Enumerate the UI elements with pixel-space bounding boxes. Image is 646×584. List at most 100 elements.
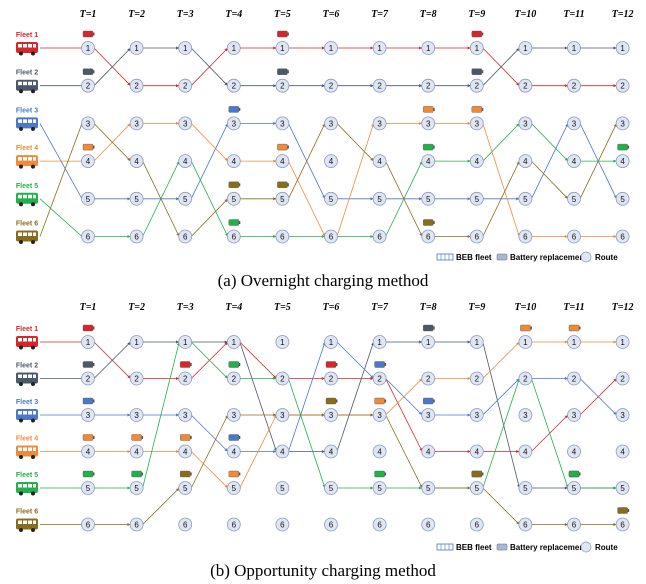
route-node-label: 4 bbox=[232, 448, 237, 457]
route-node-circle bbox=[275, 154, 290, 169]
route-node-circle bbox=[81, 444, 95, 459]
route-node: 1 bbox=[178, 41, 193, 55]
route-node: 5 bbox=[324, 191, 338, 206]
battery-marker-tip bbox=[238, 363, 241, 366]
route-edge bbox=[288, 341, 326, 452]
route-edge bbox=[190, 414, 229, 489]
route-node: 5 bbox=[518, 191, 533, 206]
battery-marker-tip bbox=[238, 436, 241, 439]
route-edge-arrow bbox=[127, 449, 131, 454]
route-node-label: 5 bbox=[475, 195, 480, 204]
time-label: T=1 bbox=[80, 302, 97, 313]
route-node-label: 6 bbox=[377, 521, 382, 530]
battery-marker bbox=[82, 68, 94, 75]
bus-icon bbox=[16, 230, 38, 244]
route-edge bbox=[482, 487, 520, 525]
time-label: T=11 bbox=[563, 302, 584, 313]
route-node: 3 bbox=[324, 116, 338, 131]
route-node-label: 1 bbox=[377, 338, 382, 347]
route-edge bbox=[482, 378, 520, 416]
battery-marker-tip bbox=[287, 145, 289, 149]
battery-marker-tip bbox=[481, 107, 484, 111]
route-node-circle bbox=[615, 229, 630, 244]
route-edge-arrow bbox=[419, 340, 423, 344]
battery-marker-tip bbox=[287, 183, 289, 187]
route-node-circle bbox=[372, 517, 387, 532]
route-node-label: 6 bbox=[377, 233, 382, 242]
route-edge bbox=[385, 160, 423, 237]
bus-icon bbox=[16, 445, 38, 459]
route-node-circle bbox=[226, 481, 241, 495]
route-node-circle bbox=[421, 371, 436, 386]
route-edge-arrow bbox=[467, 340, 471, 344]
battery-marker bbox=[471, 68, 482, 75]
route-node-circle bbox=[178, 371, 193, 386]
route-node-label: 4 bbox=[134, 157, 139, 166]
route-edge bbox=[336, 123, 374, 237]
fleet-icons: Fleet 1 Fleet 2 Fleet 3 Fleet 4 Fleet 5 Fleet… bbox=[16, 326, 38, 532]
battery-marker bbox=[520, 324, 531, 332]
route-node-label: 5 bbox=[377, 195, 382, 204]
route-node-label: 6 bbox=[329, 521, 334, 530]
route-edge-arrow bbox=[321, 234, 325, 239]
battery-marker-tip bbox=[93, 363, 95, 366]
route-node-label: 5 bbox=[620, 484, 625, 493]
route-node-circle bbox=[81, 41, 95, 55]
time-label: T=6 bbox=[323, 9, 340, 20]
route-node-label: 4 bbox=[572, 157, 577, 166]
battery-marker-tip bbox=[141, 436, 144, 439]
route-node: 4 bbox=[372, 154, 387, 169]
route-node-label: 6 bbox=[329, 233, 334, 242]
route-node-circle bbox=[81, 371, 95, 386]
route-node: 1 bbox=[372, 335, 387, 349]
battery-marker bbox=[277, 30, 288, 38]
route-node-label: 3 bbox=[232, 411, 237, 420]
battery-marker bbox=[471, 470, 482, 478]
route-node: 6 bbox=[129, 229, 144, 244]
route-node-circle bbox=[469, 408, 484, 422]
battery-marker-tip bbox=[287, 70, 289, 74]
route-node: 2 bbox=[518, 78, 533, 93]
time-label: T=10 bbox=[514, 9, 536, 20]
route-node: 6 bbox=[421, 517, 436, 532]
route-node-circle bbox=[469, 78, 484, 93]
route-node: 2 bbox=[129, 78, 144, 93]
route-node: 1 bbox=[275, 41, 290, 55]
route-node-label: 4 bbox=[620, 157, 625, 166]
route-node: 4 bbox=[275, 444, 290, 459]
route-node-label: 3 bbox=[523, 119, 528, 128]
route-node: 5 bbox=[518, 481, 533, 495]
route-node: 5 bbox=[178, 481, 193, 495]
route-node: 6 bbox=[469, 229, 484, 244]
battery-marker bbox=[568, 324, 580, 332]
route-edge-arrow bbox=[127, 486, 131, 490]
route-edge bbox=[482, 47, 520, 86]
route-node-label: 2 bbox=[329, 82, 334, 91]
route-node-circle bbox=[129, 154, 144, 169]
battery-marker-tip bbox=[93, 472, 95, 476]
route-node: 2 bbox=[518, 371, 533, 386]
battery-marker-tip bbox=[579, 326, 581, 330]
route-node-label: 6 bbox=[86, 233, 91, 242]
legend: BEB fleet Battery replacement Route bbox=[436, 541, 618, 553]
route-node-label: 1 bbox=[426, 338, 431, 347]
route-node-circle bbox=[324, 41, 338, 55]
bus-icon bbox=[16, 372, 38, 386]
route-node: 4 bbox=[518, 154, 533, 169]
route-node-circle bbox=[226, 191, 241, 206]
route-node-label: 1 bbox=[377, 44, 382, 53]
route-node-circle bbox=[615, 116, 630, 131]
route-node: 6 bbox=[469, 517, 484, 532]
fleet-label: Fleet 5 bbox=[16, 472, 38, 479]
route-node-label: 6 bbox=[426, 233, 431, 242]
legend-fleet-label: BEB fleet bbox=[456, 543, 492, 552]
route-node-circle bbox=[178, 154, 193, 169]
route-node-circle bbox=[372, 408, 387, 422]
battery-marker-tip bbox=[433, 399, 435, 403]
route-node-label: 5 bbox=[620, 195, 625, 204]
route-node-label: 1 bbox=[86, 338, 91, 347]
route-node-label: 4 bbox=[426, 157, 431, 166]
route-nodes: 1 2 3 4 5 6 1 2 3 4 5 6 1 2 3 4 5 6 1 2 3 4 5 6 1 2 3 4 5 6 1 2 3 4 5 6 1 2 3 4… bbox=[81, 335, 630, 532]
battery-marker-tip bbox=[481, 70, 484, 74]
route-node-label: 4 bbox=[280, 157, 285, 166]
